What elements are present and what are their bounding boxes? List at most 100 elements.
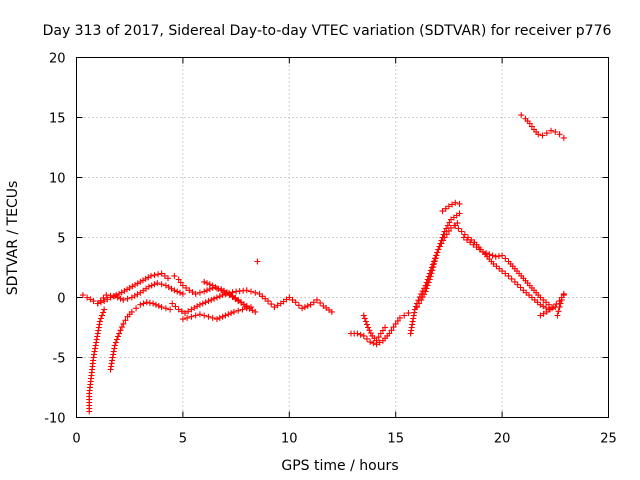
data-point bbox=[137, 278, 144, 285]
data-point bbox=[177, 289, 184, 296]
data-point bbox=[445, 203, 452, 210]
data-point bbox=[177, 279, 184, 286]
data-point bbox=[117, 327, 124, 334]
data-point bbox=[201, 312, 208, 319]
data-point bbox=[225, 311, 232, 318]
data-point bbox=[361, 315, 368, 322]
data-point bbox=[423, 285, 430, 292]
series-arc-b bbox=[86, 306, 108, 415]
data-point bbox=[96, 321, 103, 328]
data-point bbox=[97, 297, 104, 304]
data-point bbox=[204, 287, 211, 294]
data-point bbox=[550, 304, 557, 311]
data-point bbox=[90, 298, 97, 305]
data-point bbox=[502, 255, 509, 262]
data-point bbox=[435, 246, 442, 253]
data-point bbox=[473, 244, 480, 251]
data-point bbox=[479, 248, 486, 255]
data-point bbox=[367, 338, 374, 345]
data-point bbox=[539, 132, 546, 139]
data-point bbox=[427, 273, 434, 280]
data-point bbox=[134, 291, 141, 298]
data-point bbox=[219, 292, 226, 299]
series-arc-g bbox=[179, 304, 254, 323]
data-point bbox=[169, 300, 176, 307]
data-point bbox=[375, 334, 382, 341]
data-point bbox=[363, 335, 370, 342]
data-point bbox=[252, 289, 259, 296]
data-point bbox=[118, 324, 125, 331]
y-tick-label: 5 bbox=[57, 232, 65, 247]
data-point bbox=[425, 279, 432, 286]
data-point bbox=[526, 292, 533, 299]
data-point bbox=[463, 236, 470, 243]
data-point bbox=[483, 250, 490, 257]
data-point bbox=[452, 222, 459, 229]
data-point bbox=[492, 253, 499, 260]
y-tick-label: -5 bbox=[53, 352, 66, 367]
data-point bbox=[534, 299, 541, 306]
data-point bbox=[432, 255, 439, 262]
data-point bbox=[124, 295, 131, 302]
y-axis-label: SDTVAR / TECUs bbox=[5, 181, 21, 296]
data-point bbox=[476, 246, 483, 253]
data-point bbox=[145, 274, 152, 281]
data-point bbox=[239, 306, 246, 313]
x-axis-label: GPS time / hours bbox=[281, 458, 398, 474]
data-point bbox=[116, 330, 123, 337]
data-point bbox=[205, 313, 212, 320]
data-point bbox=[436, 243, 443, 250]
data-point bbox=[301, 304, 308, 311]
data-point bbox=[148, 282, 155, 289]
data-point bbox=[489, 252, 496, 259]
data-point bbox=[100, 294, 107, 301]
data-point bbox=[175, 306, 182, 313]
data-point bbox=[247, 288, 254, 295]
data-point bbox=[132, 281, 139, 288]
data-point bbox=[209, 314, 216, 321]
data-point bbox=[379, 327, 386, 334]
data-point bbox=[448, 224, 455, 231]
data-point bbox=[247, 304, 254, 311]
data-point bbox=[446, 219, 453, 226]
data-point bbox=[134, 280, 141, 287]
data-point bbox=[129, 283, 136, 290]
data-point bbox=[394, 317, 401, 324]
data-point bbox=[223, 290, 230, 297]
data-point bbox=[114, 333, 121, 340]
series-arc-p bbox=[452, 222, 559, 313]
data-point bbox=[219, 313, 226, 320]
data-point bbox=[189, 289, 196, 296]
data-point bbox=[543, 308, 550, 315]
data-point bbox=[434, 249, 441, 256]
data-point bbox=[553, 301, 560, 308]
data-point bbox=[146, 299, 153, 306]
data-point bbox=[518, 112, 525, 119]
data-point bbox=[419, 294, 426, 301]
data-point bbox=[184, 314, 191, 321]
data-point bbox=[528, 123, 535, 130]
data-point bbox=[548, 127, 555, 134]
data-point bbox=[174, 288, 181, 295]
data-point bbox=[556, 131, 563, 138]
data-point bbox=[317, 299, 324, 306]
data-point bbox=[206, 281, 213, 288]
data-point bbox=[543, 130, 550, 137]
data-point bbox=[299, 305, 306, 312]
data-point bbox=[268, 301, 275, 308]
data-point bbox=[431, 258, 438, 265]
data-point bbox=[367, 330, 374, 337]
series-arc-h bbox=[201, 278, 250, 309]
data-point bbox=[155, 302, 162, 309]
data-point bbox=[216, 293, 223, 300]
data-point bbox=[283, 296, 290, 303]
data-point bbox=[155, 271, 162, 278]
data-point bbox=[162, 305, 169, 312]
data-point bbox=[411, 309, 418, 316]
series-arc-d bbox=[107, 299, 174, 373]
data-point bbox=[113, 336, 120, 343]
data-point bbox=[150, 300, 157, 307]
data-point bbox=[405, 310, 412, 317]
data-point bbox=[366, 327, 373, 334]
data-point bbox=[120, 320, 127, 327]
